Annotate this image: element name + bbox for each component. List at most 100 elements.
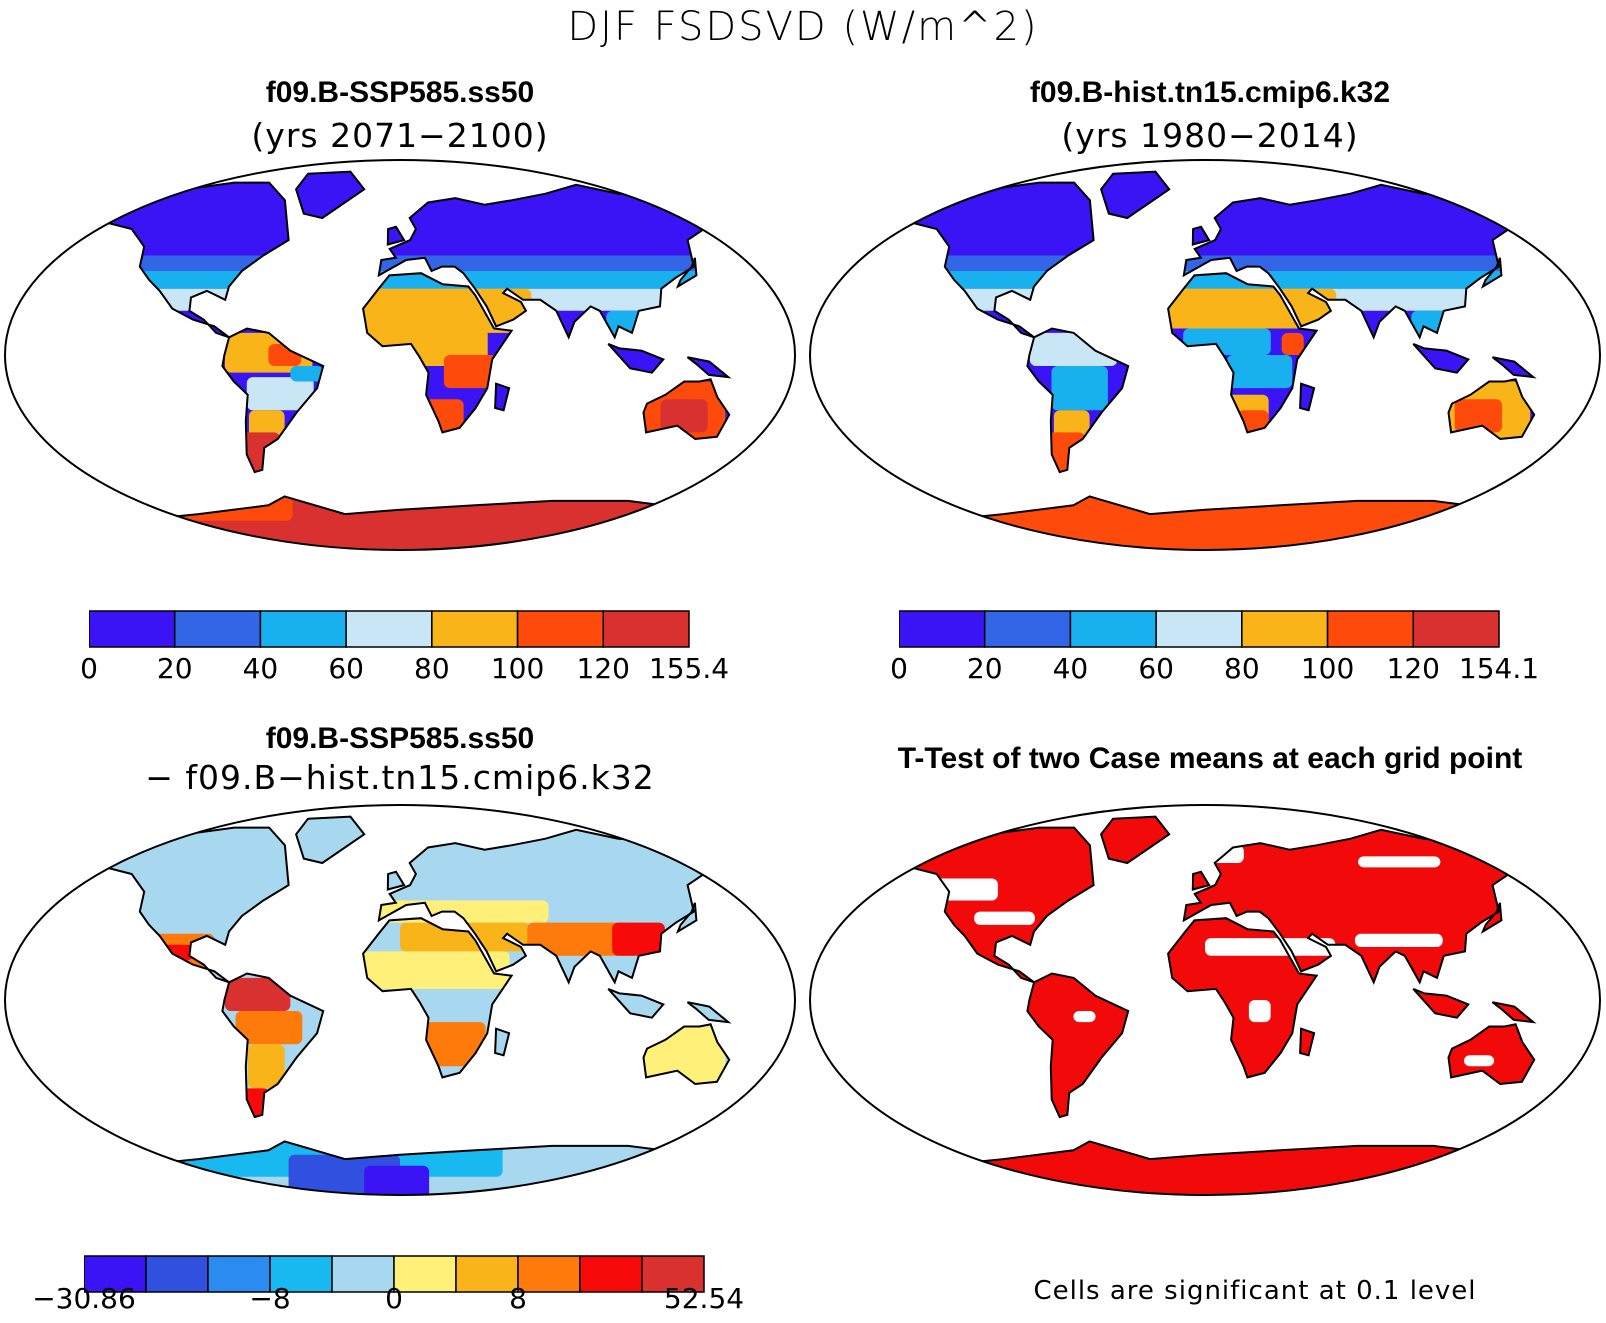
coastline: [386, 870, 406, 891]
coastline: [607, 342, 665, 374]
colorbar-swatch: [145, 1255, 209, 1293]
coastline: [221, 327, 325, 474]
colorbar-2-tick: 80: [1224, 652, 1260, 685]
colorbar-1-tick: 0: [80, 652, 98, 685]
coastline: [294, 815, 366, 865]
map-color-zone: [356, 951, 510, 989]
coastline: [78, 181, 290, 339]
colorbar-2-tick: 120: [1386, 652, 1441, 685]
colorbar-1-tick: 80: [414, 652, 450, 685]
panel-2-subtitle: (yrs 1980−2014): [1061, 116, 1359, 155]
colorbar-3-tick: 8: [509, 1282, 527, 1315]
map-color-zone: [421, 1022, 486, 1067]
colorbar-1-tick: 60: [328, 652, 364, 685]
significance-note: Cells are significant at 0.1 level: [1033, 1276, 1477, 1306]
coastline: [221, 972, 325, 1119]
coastline: [494, 1027, 511, 1057]
coastline: [1191, 225, 1211, 246]
colorbar-swatch: [331, 1255, 395, 1293]
colorbar-2-tick: 0: [890, 652, 908, 685]
coastline: [1412, 987, 1470, 1019]
colorbar-swatch: [431, 610, 519, 648]
coastline: [1167, 272, 1319, 434]
coastline: [294, 170, 366, 220]
panel-3-subtitle: − f09.B−hist.tn15.cmip6.k32: [145, 758, 655, 797]
colorbar-swatch: [579, 1255, 643, 1293]
coastline: [675, 902, 698, 934]
map-frame: [4, 804, 796, 1196]
coastline: [494, 382, 511, 412]
colorbar-2-tick: 60: [1138, 652, 1174, 685]
colorbar-swatch: [602, 610, 690, 648]
coastline: [1191, 870, 1211, 891]
colorbar-2: [899, 610, 1500, 648]
coastline: [377, 183, 752, 340]
map-color-zone: [974, 911, 1035, 925]
colorbar-swatch: [259, 610, 347, 648]
panel-1-title: f09.B-SSP585.ss50: [265, 76, 535, 109]
coastline: [1026, 327, 1130, 474]
colorbar-swatch: [1412, 610, 1500, 648]
coastline: [362, 272, 514, 434]
panel-3-title: f09.B-SSP585.ss50: [265, 722, 535, 755]
coastline: [1299, 1027, 1316, 1057]
coastline: [1167, 917, 1319, 1079]
colorbar-swatch: [269, 1255, 333, 1293]
colorbar-3: [84, 1255, 705, 1293]
map-color-zone: [1226, 355, 1293, 389]
map-color-zone: [1454, 399, 1503, 433]
coastline: [1182, 828, 1557, 985]
coastline: [883, 826, 1095, 984]
map-panel-1: [4, 159, 796, 551]
map-color-zone: [1073, 1011, 1096, 1023]
coastline: [686, 356, 732, 379]
coastline: [1491, 356, 1537, 379]
map-panel-4: [809, 804, 1601, 1196]
map-color-zone: [224, 977, 291, 1012]
map-color-zone: [660, 399, 708, 433]
colorbar-3-tick: 52.54: [663, 1282, 745, 1315]
colorbar-swatch: [207, 1255, 271, 1293]
panel-4-title: T-Test of two Case means at each grid po…: [897, 742, 1523, 775]
map-color-zone: [612, 922, 665, 956]
map-color-zone: [1248, 1000, 1271, 1023]
coastline: [1299, 382, 1316, 412]
map-color-zone: [443, 355, 499, 389]
colorbar-swatch: [1241, 610, 1329, 648]
map-color-zone: [866, 271, 1581, 289]
coastline: [1026, 972, 1130, 1119]
coastline: [78, 826, 290, 984]
coastline: [1099, 815, 1171, 865]
map-color-zone: [61, 271, 776, 289]
colorbar-3-ticks: −30.86 −8 0 8 52.54: [32, 1282, 744, 1318]
colorbar-3-tick: −30.86: [32, 1282, 136, 1315]
map-color-zone: [290, 366, 324, 382]
coastline: [1447, 1023, 1536, 1086]
figure-title: DJF FSDSVD (W/m^2): [567, 4, 1039, 50]
map-color-zone: [527, 922, 639, 956]
colorbar-swatch: [84, 1255, 147, 1293]
colorbar-1-tick: 120: [576, 652, 631, 685]
colorbar-swatch: [983, 610, 1072, 648]
map-color-zone: [357, 288, 532, 333]
map-color-zone: [400, 922, 530, 952]
coastline: [386, 225, 406, 246]
map-color-zone: [1205, 938, 1336, 956]
coastline: [377, 828, 752, 985]
map-frame: [809, 159, 1601, 551]
colorbar-swatch: [516, 610, 605, 648]
coastline: [1480, 257, 1503, 289]
coastline: [675, 257, 698, 289]
map-panel-2: [809, 159, 1601, 551]
panel-1-subtitle: (yrs 2071−2100): [251, 116, 549, 155]
colorbar-swatch: [345, 610, 433, 648]
colorbar-swatch: [89, 610, 176, 648]
colorbar-2-tick: 20: [966, 652, 1003, 685]
map-frame: [4, 159, 796, 551]
colorbar-swatch: [1155, 610, 1243, 648]
coastline: [1480, 902, 1503, 934]
colorbar-1-tick: 155.4: [648, 652, 730, 685]
colorbar-2-tick: 154.1: [1458, 652, 1540, 685]
colorbar-swatch: [455, 1255, 519, 1293]
coastline: [686, 1001, 732, 1024]
